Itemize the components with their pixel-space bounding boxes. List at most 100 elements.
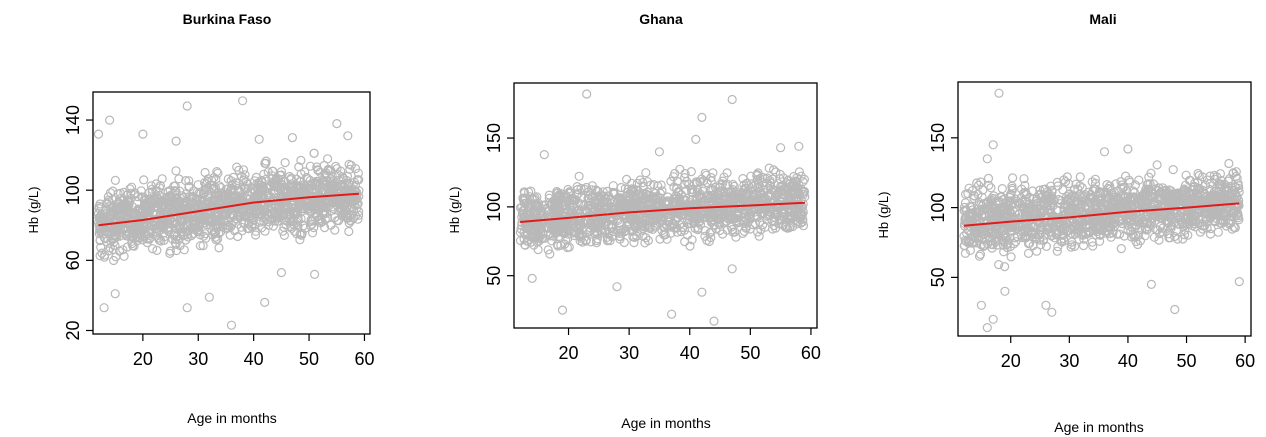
data-point [978, 199, 989, 209]
y-tick-label: 140 [63, 105, 83, 135]
data-point [225, 222, 236, 232]
data-point [108, 244, 118, 255]
data-point [198, 241, 208, 251]
data-point [972, 178, 982, 188]
data-point [998, 240, 1008, 250]
panel-ghana: Ghana Hb (g/L) Age in months 20 30 40 50 605… [447, 11, 821, 431]
data-point [295, 229, 305, 239]
data-point [517, 208, 528, 218]
outlier-point [994, 88, 1004, 98]
data-point [720, 217, 731, 227]
data-point [1021, 206, 1031, 216]
data-point [784, 223, 794, 233]
data-point [755, 187, 766, 197]
data-point [1135, 236, 1146, 246]
data-point [1006, 208, 1016, 218]
data-point [1095, 208, 1105, 218]
data-point [1046, 181, 1056, 191]
data-point [731, 232, 741, 242]
data-point [713, 189, 724, 199]
data-point [633, 209, 643, 219]
data-point [309, 148, 319, 158]
data-point [561, 203, 572, 213]
data-point [309, 203, 319, 213]
data-point [228, 185, 238, 196]
data-point [960, 198, 971, 208]
data-point [1003, 203, 1013, 213]
data-point [253, 180, 263, 190]
data-point [193, 213, 203, 223]
data-point [200, 185, 210, 195]
data-point [175, 241, 185, 251]
data-point [536, 234, 546, 244]
data-point [1020, 226, 1030, 236]
data-point [520, 194, 531, 204]
data-point [303, 202, 313, 212]
data-point [1087, 237, 1097, 247]
data-point [222, 184, 232, 194]
data-point [791, 187, 801, 197]
data-point [533, 245, 543, 255]
x-tick-label: 40 [1118, 351, 1138, 371]
trend-line-path [963, 202, 1240, 227]
data-point [1179, 230, 1190, 240]
data-point [983, 201, 994, 211]
data-point [1206, 224, 1216, 234]
data-point [689, 179, 699, 189]
data-point [635, 217, 645, 227]
data-point [109, 225, 119, 235]
data-point [975, 249, 986, 259]
x-tick-label: 40 [244, 349, 264, 369]
data-point [649, 180, 659, 190]
data-point [1164, 210, 1175, 220]
data-point [1193, 168, 1203, 179]
data-point [715, 180, 725, 190]
data-point [1035, 185, 1045, 195]
data-point [554, 189, 565, 200]
data-point [775, 211, 785, 221]
data-point [1006, 252, 1016, 262]
outlier-point [988, 140, 998, 150]
data-point [548, 220, 558, 230]
data-point [1117, 180, 1127, 190]
data-point [684, 200, 694, 211]
data-point [1009, 239, 1019, 249]
data-point [530, 193, 540, 203]
data-point [305, 221, 316, 231]
data-point [1003, 238, 1013, 248]
data-point [153, 186, 163, 196]
data-point [1007, 183, 1017, 193]
data-point [577, 229, 587, 239]
data-point [243, 212, 253, 222]
data-point [701, 212, 712, 222]
data-point [968, 211, 978, 221]
data-point [336, 166, 346, 176]
data-point [996, 192, 1006, 202]
data-point [1041, 241, 1052, 251]
data-point [621, 226, 631, 236]
data-point [345, 164, 355, 174]
data-point [1167, 215, 1177, 225]
data-point [127, 182, 137, 192]
data-point [1166, 220, 1177, 230]
data-point [668, 172, 679, 182]
data-point [1059, 220, 1069, 230]
data-point [599, 191, 609, 201]
data-point [652, 192, 662, 202]
data-point [596, 193, 607, 203]
data-point [529, 233, 539, 243]
data-point [182, 219, 192, 229]
data-point [786, 210, 796, 220]
data-point [320, 214, 330, 224]
data-point [1102, 180, 1112, 190]
data-point [96, 242, 106, 252]
outlier-point [332, 118, 342, 129]
data-point [673, 187, 684, 197]
data-point [724, 210, 735, 220]
chart-title: Mali [1089, 11, 1116, 27]
data-point [655, 200, 666, 210]
data-point [765, 180, 775, 191]
data-point [984, 180, 994, 190]
data-point [1010, 207, 1020, 217]
data-point [344, 226, 354, 237]
